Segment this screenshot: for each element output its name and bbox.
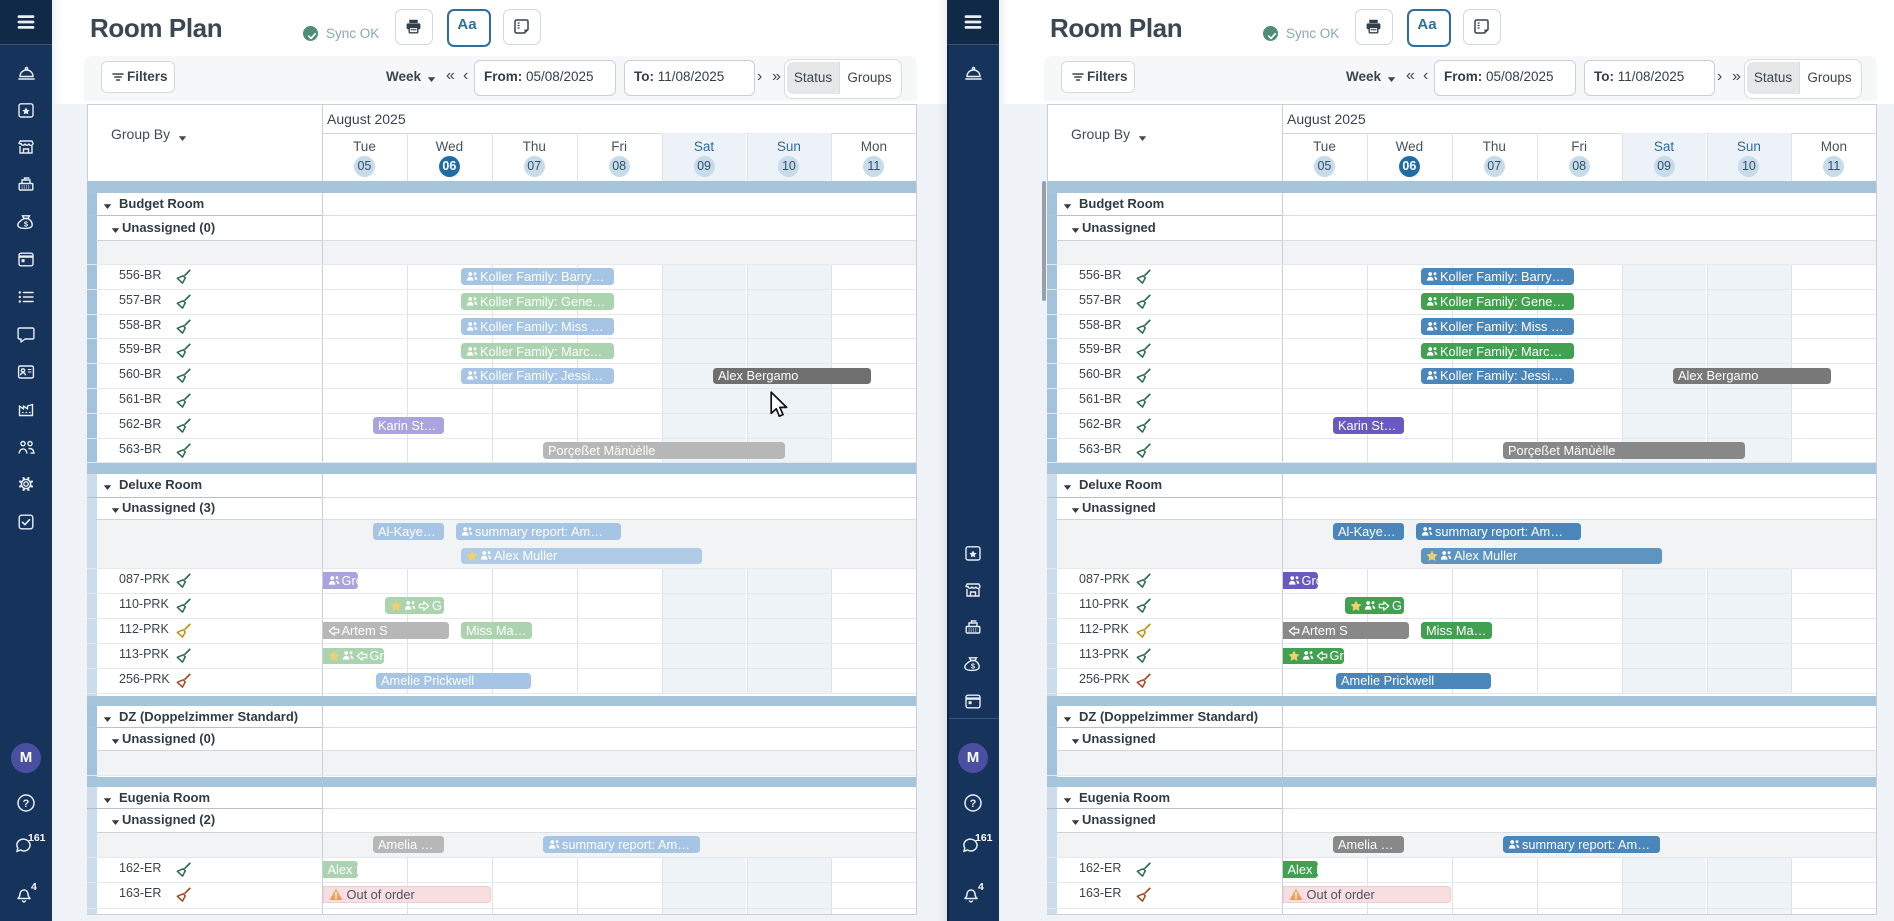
svg-text:$: $ — [24, 220, 29, 229]
svg-text:?: ? — [970, 798, 977, 810]
svg-text:$: $ — [971, 662, 976, 671]
svg-text:?: ? — [23, 798, 30, 810]
